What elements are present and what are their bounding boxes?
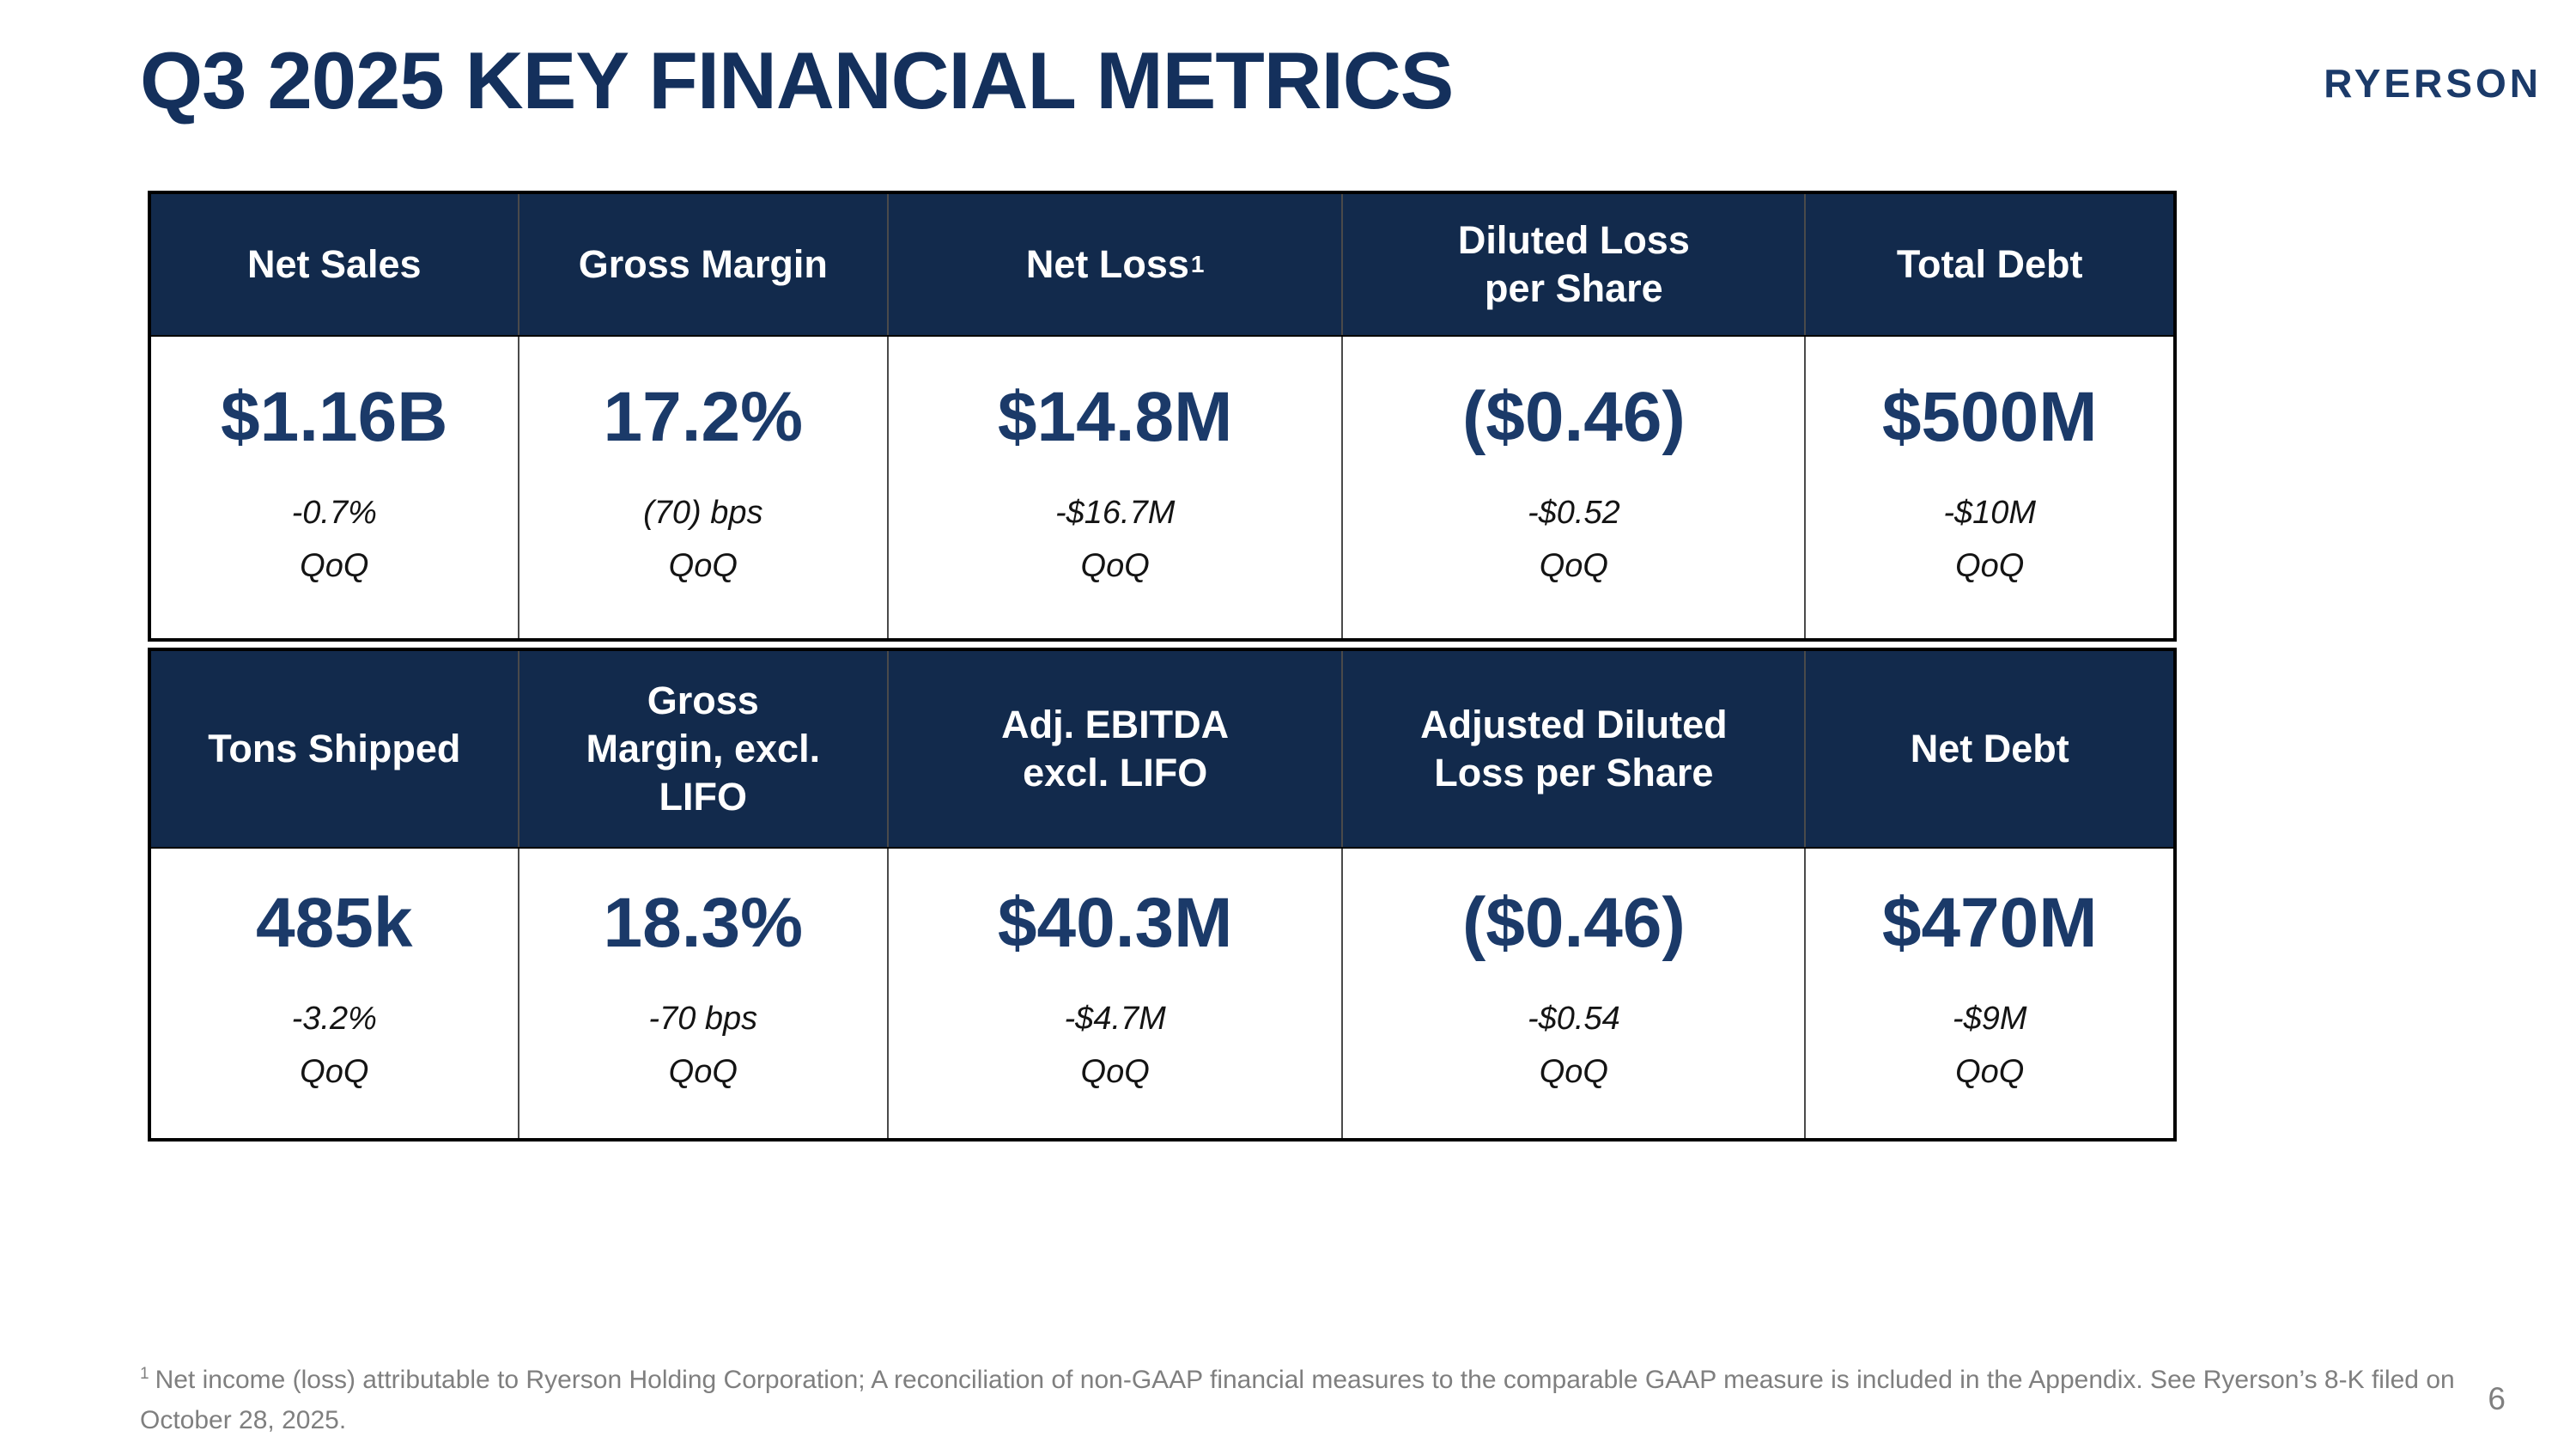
metric-value: 18.3% bbox=[603, 883, 804, 962]
header-adjusted-diluted-loss-per-share: Adjusted Diluted Loss per Share bbox=[1343, 651, 1807, 847]
header-tons-shipped: Tons Shipped bbox=[151, 651, 519, 847]
cell-total-debt: $500M -$10M QoQ bbox=[1806, 337, 2173, 638]
metric-change: -$0.54 QoQ bbox=[1528, 993, 1620, 1099]
change-value: -0.7% bbox=[291, 494, 377, 531]
change-period: QoQ bbox=[1080, 1053, 1150, 1090]
header-gross-margin-excl-lifo: Gross Margin, excl. LIFO bbox=[519, 651, 890, 847]
header-label: Gross Margin bbox=[578, 241, 828, 286]
page-title: Q3 2025 KEY FINANCIAL METRICS bbox=[140, 35, 1454, 125]
header-label: Diluted Loss per Share bbox=[1457, 217, 1690, 310]
footnote-text: Net income (loss) attributable to Ryerso… bbox=[140, 1366, 2455, 1435]
metric-value: ($0.46) bbox=[1461, 883, 1686, 962]
cell-adjusted-diluted-loss-per-share: ($0.46) -$0.54 QoQ bbox=[1343, 849, 1807, 1138]
cell-net-loss: $14.8M -$16.7M QoQ bbox=[889, 337, 1344, 638]
change-value: -$10M bbox=[1943, 494, 2037, 531]
metric-change: -70 bps QoQ bbox=[648, 993, 757, 1099]
header-label: Gross Margin, excl. LIFO bbox=[586, 678, 821, 819]
metric-change: -$9M QoQ bbox=[1953, 993, 2027, 1099]
header-row-top: Net Sales Gross Margin Net Loss 1 Diluted… bbox=[151, 194, 2173, 337]
header-label: Tons Shipped bbox=[208, 726, 461, 770]
metric-change: (70) bps QoQ bbox=[643, 487, 762, 593]
metric-value: $40.3M bbox=[997, 883, 1233, 962]
change-period: QoQ bbox=[300, 1053, 369, 1090]
metric-change: -3.2% QoQ bbox=[292, 993, 377, 1099]
metric-value: 485k bbox=[256, 883, 413, 962]
metric-value: $470M bbox=[1881, 883, 2098, 962]
footnote-superscript: 1 bbox=[140, 1365, 149, 1383]
header-total-debt: Total Debt bbox=[1806, 194, 2173, 335]
cell-net-sales: $1.16B -0.7% QoQ bbox=[151, 337, 519, 638]
header-row-bottom: Tons Shipped Gross Margin, excl. LIFO Ad… bbox=[151, 651, 2173, 849]
change-period: QoQ bbox=[1080, 547, 1150, 584]
metrics-tables: Net Sales Gross Margin Net Loss 1 Diluted… bbox=[148, 191, 2177, 1142]
cell-tons-shipped: 485k -3.2% QoQ bbox=[151, 849, 519, 1138]
header-label: Net Debt bbox=[1910, 726, 2069, 770]
change-period: QoQ bbox=[1955, 1053, 2025, 1090]
metric-change: -$4.7M QoQ bbox=[1065, 993, 1166, 1099]
change-value: -$0.52 bbox=[1527, 494, 1620, 531]
cell-diluted-loss-per-share: ($0.46) -$0.52 QoQ bbox=[1343, 337, 1807, 638]
metric-value: $14.8M bbox=[997, 377, 1233, 456]
header-gross-margin: Gross Margin bbox=[519, 194, 890, 335]
change-period: QoQ bbox=[668, 1053, 738, 1090]
metric-value: ($0.46) bbox=[1461, 377, 1686, 456]
metric-change: -0.7% QoQ bbox=[292, 487, 377, 593]
change-period: QoQ bbox=[300, 547, 369, 584]
page-number: 6 bbox=[2488, 1381, 2506, 1416]
change-value: -3.2% bbox=[291, 1000, 377, 1037]
header-label: Net Loss bbox=[1025, 241, 1189, 286]
metrics-table-bottom: Tons Shipped Gross Margin, excl. LIFO Ad… bbox=[148, 648, 2177, 1142]
change-period: QoQ bbox=[1539, 1053, 1608, 1090]
metric-change: -$16.7M QoQ bbox=[1055, 487, 1175, 593]
cell-gross-margin: 17.2% (70) bps QoQ bbox=[519, 337, 890, 638]
change-period: QoQ bbox=[668, 547, 738, 584]
header-net-sales: Net Sales bbox=[151, 194, 519, 335]
header-net-debt: Net Debt bbox=[1806, 651, 2173, 847]
metric-change: -$0.52 QoQ bbox=[1528, 487, 1620, 593]
value-row-bottom: 485k -3.2% QoQ 18.3% -70 bps QoQ $40.3M bbox=[151, 849, 2173, 1138]
change-value: -$16.7M bbox=[1054, 494, 1176, 531]
metrics-table-top: Net Sales Gross Margin Net Loss 1 Diluted… bbox=[148, 191, 2177, 642]
header-net-loss: Net Loss 1 bbox=[889, 194, 1344, 335]
cell-adj-ebitda-excl-lifo: $40.3M -$4.7M QoQ bbox=[889, 849, 1344, 1138]
value-row-top: $1.16B -0.7% QoQ 17.2% (70) bps QoQ $14.… bbox=[151, 337, 2173, 638]
header-label: Adj. EBITDA excl. LIFO bbox=[1001, 702, 1230, 795]
metric-value: $1.16B bbox=[221, 377, 448, 456]
header-label: Total Debt bbox=[1896, 241, 2083, 286]
header-label: Net Sales bbox=[246, 241, 422, 286]
change-value: (70) bps bbox=[643, 494, 763, 531]
change-value: -70 bps bbox=[648, 1000, 758, 1037]
metric-change: -$10M QoQ bbox=[1943, 487, 2036, 593]
metric-value: 17.2% bbox=[603, 377, 804, 456]
cell-gross-margin-excl-lifo: 18.3% -70 bps QoQ bbox=[519, 849, 890, 1138]
cell-net-debt: $470M -$9M QoQ bbox=[1806, 849, 2173, 1138]
change-value: -$0.54 bbox=[1527, 1000, 1620, 1037]
change-value: -$4.7M bbox=[1064, 1000, 1166, 1037]
header-label: Adjusted Diluted Loss per Share bbox=[1420, 702, 1728, 795]
header-adj-ebitda-excl-lifo: Adj. EBITDA excl. LIFO bbox=[889, 651, 1344, 847]
change-value: -$9M bbox=[1952, 1000, 2027, 1037]
footnote: 1 Net income (loss) attributable to Ryers… bbox=[140, 1360, 2484, 1440]
metric-value: $500M bbox=[1881, 377, 2098, 456]
change-period: QoQ bbox=[1955, 547, 2025, 584]
change-period: QoQ bbox=[1539, 547, 1608, 584]
header-diluted-loss-per-share: Diluted Loss per Share bbox=[1343, 194, 1807, 335]
ryerson-logo: RYERSON bbox=[2324, 61, 2542, 106]
